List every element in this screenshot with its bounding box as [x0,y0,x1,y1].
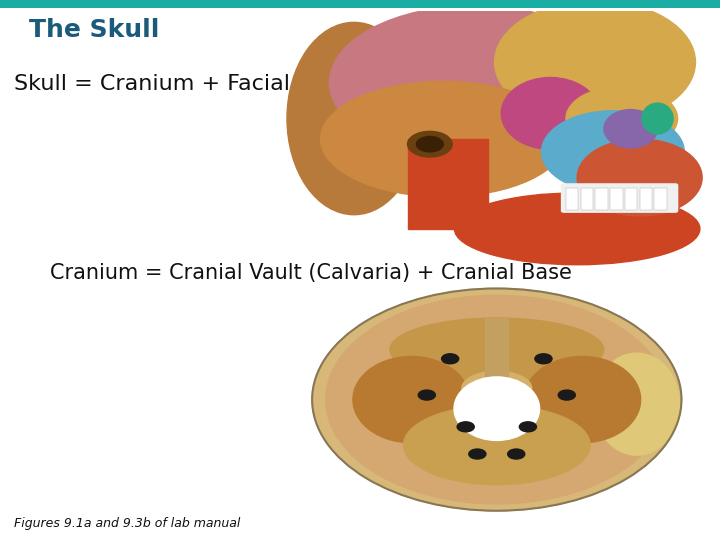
Bar [654,188,667,210]
Ellipse shape [541,111,684,193]
Text: Figures 9.1a and 9.3b of lab manual: Figures 9.1a and 9.3b of lab manual [14,517,240,530]
Circle shape [469,449,486,459]
Ellipse shape [501,77,600,149]
Ellipse shape [353,356,469,443]
Text: Skull = Cranium + Facial Bones: Skull = Cranium + Facial Bones [14,73,366,94]
Circle shape [508,449,525,459]
FancyBboxPatch shape [562,184,678,212]
Circle shape [416,137,444,152]
Bar [639,188,652,210]
Ellipse shape [390,318,603,381]
Circle shape [519,422,536,432]
Ellipse shape [329,5,620,160]
Circle shape [535,354,552,364]
Ellipse shape [287,22,421,215]
Text: Cranium = Cranial Vault (Calvaria) + Cranial Base: Cranium = Cranial Vault (Calvaria) + Cra… [50,262,572,283]
Bar [610,188,623,210]
Bar [581,188,593,210]
Ellipse shape [577,139,702,216]
Ellipse shape [604,110,657,148]
Ellipse shape [462,372,532,405]
Bar [595,188,608,210]
Ellipse shape [312,288,681,511]
Ellipse shape [566,86,678,151]
Ellipse shape [495,1,696,124]
Ellipse shape [454,193,700,265]
Circle shape [457,422,474,432]
Ellipse shape [594,353,680,455]
Ellipse shape [320,82,566,197]
Bar [408,139,488,229]
Circle shape [558,390,575,400]
Bar [566,188,578,210]
Circle shape [418,390,436,400]
Circle shape [408,131,452,157]
Ellipse shape [454,377,539,441]
Bar [0,0,720,8]
Text: The Skull: The Skull [29,18,159,42]
Circle shape [441,354,459,364]
Ellipse shape [403,405,590,485]
Ellipse shape [325,295,668,504]
Ellipse shape [524,356,641,443]
Ellipse shape [430,113,474,134]
Ellipse shape [642,103,673,134]
Bar [485,318,508,381]
Bar [625,188,637,210]
